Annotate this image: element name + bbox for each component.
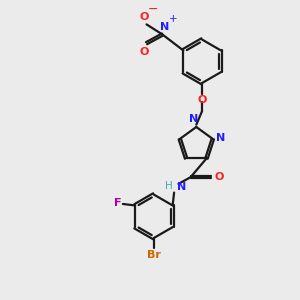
Text: O: O (197, 94, 207, 105)
Text: F: F (114, 198, 121, 208)
Text: O: O (140, 47, 149, 57)
Text: H: H (165, 181, 173, 191)
Text: N: N (177, 182, 186, 192)
Text: O: O (140, 12, 149, 22)
Text: +: + (169, 14, 178, 23)
Text: −: − (148, 3, 158, 16)
Text: N: N (216, 133, 226, 142)
Text: Br: Br (147, 250, 161, 260)
Text: O: O (214, 172, 224, 182)
Text: N: N (189, 113, 199, 124)
Text: N: N (160, 22, 169, 32)
